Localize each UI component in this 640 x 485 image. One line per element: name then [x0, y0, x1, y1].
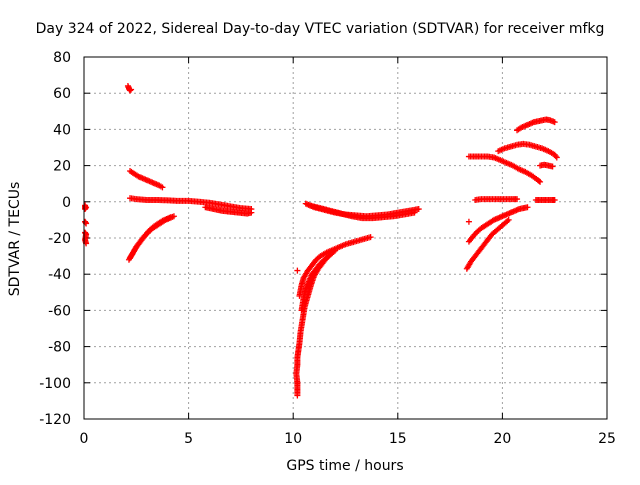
- data-point-s-flat1b: [248, 209, 255, 216]
- y-tick-label: 20: [53, 159, 71, 175]
- data-point-m-rise3: [325, 253, 332, 260]
- data-point-m-rise2: [367, 234, 374, 241]
- data-point-e-arc: [553, 154, 560, 161]
- plot-frame: [83, 56, 608, 420]
- y-tick-label: 40: [53, 122, 71, 138]
- data-point-s-high: [127, 87, 134, 94]
- y-tick-label: 60: [53, 86, 71, 102]
- data-point-e-flat0: [514, 196, 521, 203]
- data-point-s-rise1b: [167, 214, 174, 221]
- x-axis-label: GPS time / hours: [286, 458, 403, 474]
- y-tick-label: 0: [62, 195, 71, 211]
- data-point-s-desc1: [159, 184, 166, 191]
- x-tick-label: 5: [184, 431, 193, 447]
- data-point-e-mid20: [549, 163, 556, 170]
- x-tick-label: 25: [598, 431, 616, 447]
- data-point-e-rise-a: [505, 216, 512, 223]
- data-point-s-rise1: [170, 213, 177, 220]
- y-tick-label: 80: [53, 50, 71, 66]
- x-tick-label: 0: [80, 431, 89, 447]
- data-point-m-single: [294, 267, 301, 274]
- y-axis-label: SDTVAR / TECUs: [7, 182, 23, 297]
- chart-title: Day 324 of 2022, Sidereal Day-to-day VTE…: [36, 21, 605, 37]
- y-tick-label: -120: [39, 412, 71, 428]
- data-point-e-desc: [536, 177, 543, 184]
- data-points: [82, 82, 560, 399]
- x-tick-label: 10: [284, 431, 302, 447]
- data-point-m-flat: [415, 206, 422, 213]
- y-tick-label: -20: [48, 231, 71, 247]
- y-tick-label: -40: [48, 267, 71, 283]
- data-point-e-rise-b: [524, 204, 531, 211]
- y-tick-label: -60: [48, 303, 71, 319]
- axes: -120 -100 -80 -60 -40 -20 0 20 40 60 80 0 5 10 15 20 25: [39, 50, 616, 447]
- data-point-s-high: [128, 86, 135, 93]
- data-point-m-flat-b: [411, 209, 418, 216]
- data-point-e-high: [551, 119, 558, 126]
- data-point-e-desc: [537, 178, 544, 185]
- x-tick-label: 15: [389, 431, 407, 447]
- y-tick-label: -100: [39, 376, 71, 392]
- x-tick-label: 20: [493, 431, 511, 447]
- data-point-e-single: [465, 218, 472, 225]
- data-point-e-flat-b: [551, 196, 558, 203]
- y-tick-label: -80: [48, 340, 71, 356]
- grid-lines: [84, 57, 607, 419]
